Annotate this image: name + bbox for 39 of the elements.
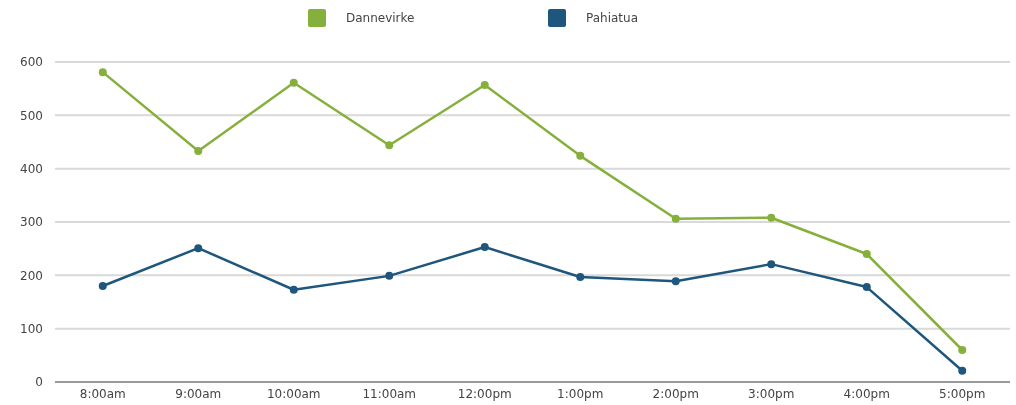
point [671, 214, 680, 223]
point [98, 282, 107, 290]
point [862, 250, 871, 258]
point [671, 277, 680, 286]
y-tick-label: 400 [20, 161, 43, 176]
x-tick-label: 1:00pm [557, 387, 604, 401]
point [576, 151, 585, 160]
point [767, 260, 776, 269]
point [385, 141, 394, 150]
point [289, 285, 298, 294]
x-tick-label: 12:00pm [457, 387, 512, 401]
point [480, 243, 489, 252]
y-tick-label: 500 [20, 108, 43, 123]
point [194, 244, 203, 253]
point [958, 366, 967, 375]
x-tick-label: 4:00pm [843, 387, 890, 401]
point [289, 78, 298, 87]
y-tick-label: 200 [20, 268, 43, 283]
x-tick-label: 2:00pm [652, 387, 699, 401]
point [862, 283, 871, 292]
point [767, 213, 776, 222]
y-tick-label: 300 [20, 215, 43, 230]
x-tick-label: 3:00pm [748, 387, 795, 401]
point [576, 272, 585, 281]
y-tick-label: 0 [35, 375, 43, 390]
y-tick-label: 100 [20, 321, 43, 336]
legend-label: Dannevirke [346, 11, 415, 26]
x-tick-label: 10:00am [266, 387, 321, 401]
point [385, 271, 394, 280]
point [480, 80, 489, 89]
x-tick-label: 11:00am [362, 387, 417, 401]
y-tick-label: 600 [20, 55, 43, 70]
point [98, 68, 107, 77]
x-tick-label: 9:00am [175, 387, 222, 401]
x-tick-label: 5:00pm [939, 387, 986, 401]
point [194, 147, 203, 156]
x-tick-label: 8:00am [79, 387, 126, 401]
point [958, 346, 967, 354]
legend-label: Pahiatua [586, 11, 639, 26]
